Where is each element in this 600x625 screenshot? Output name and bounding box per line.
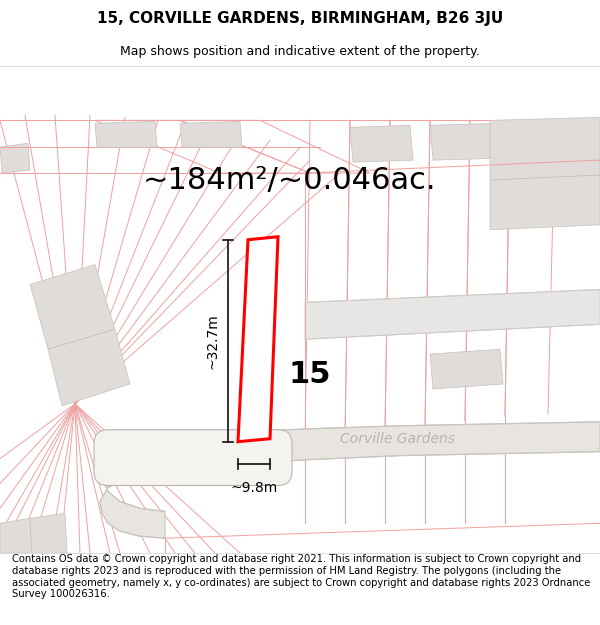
Polygon shape	[490, 175, 600, 230]
Text: Corville Gardens: Corville Gardens	[340, 432, 455, 446]
Text: Contains OS data © Crown copyright and database right 2021. This information is : Contains OS data © Crown copyright and d…	[12, 554, 590, 599]
Polygon shape	[30, 264, 115, 349]
Polygon shape	[430, 123, 503, 160]
Polygon shape	[0, 518, 32, 553]
Polygon shape	[430, 349, 503, 389]
FancyBboxPatch shape	[94, 430, 292, 486]
Polygon shape	[0, 143, 30, 173]
Text: 15: 15	[289, 359, 331, 389]
Polygon shape	[490, 118, 600, 180]
Polygon shape	[100, 422, 600, 538]
Text: ~32.7m: ~32.7m	[206, 313, 220, 369]
Polygon shape	[350, 126, 413, 162]
Polygon shape	[238, 237, 278, 442]
Text: Map shows position and indicative extent of the property.: Map shows position and indicative extent…	[120, 45, 480, 58]
Text: ~9.8m: ~9.8m	[230, 481, 278, 496]
Polygon shape	[180, 121, 242, 148]
Polygon shape	[515, 121, 573, 157]
Polygon shape	[48, 329, 130, 406]
Polygon shape	[305, 289, 600, 339]
Text: 15, CORVILLE GARDENS, BIRMINGHAM, B26 3JU: 15, CORVILLE GARDENS, BIRMINGHAM, B26 3J…	[97, 11, 503, 26]
Text: ~184m²/~0.046ac.: ~184m²/~0.046ac.	[143, 166, 437, 194]
Polygon shape	[30, 513, 67, 553]
Polygon shape	[95, 121, 157, 148]
